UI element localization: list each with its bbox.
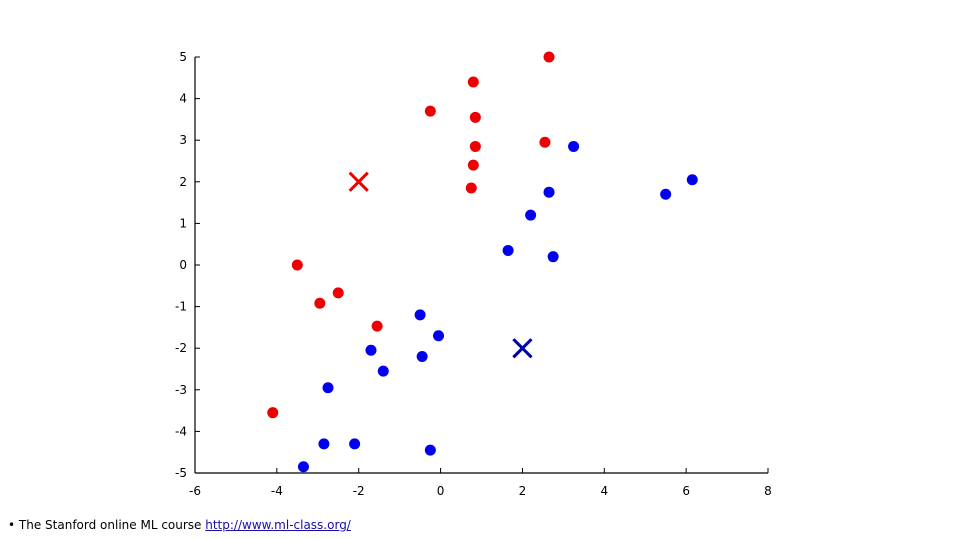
scatter-point — [332, 287, 344, 299]
x-tick-label: -2 — [353, 484, 365, 498]
data-points — [267, 51, 698, 473]
centroid-stroke — [512, 338, 533, 359]
scatter-point — [371, 320, 383, 332]
scatter-point — [414, 309, 426, 321]
x-tick-label: 8 — [764, 484, 772, 498]
y-tick-label: -1 — [175, 300, 187, 314]
footer-text: The Stanford online ML course — [18, 518, 206, 532]
scatter-point — [525, 209, 537, 221]
y-tick-label: 3 — [179, 133, 187, 147]
centroid-stroke — [348, 171, 369, 192]
scatter-point — [365, 344, 377, 356]
scatter-point — [433, 330, 445, 342]
footer-bullet: • — [8, 518, 16, 532]
y-tick-label: 4 — [179, 92, 187, 106]
scatter-point — [660, 188, 672, 200]
footer-link[interactable]: http://www.ml-class.org/ — [205, 518, 351, 532]
y-tick-label: -4 — [175, 424, 187, 438]
y-tick-label: -5 — [175, 466, 187, 480]
x-tick-label: -6 — [189, 484, 201, 498]
scatter-point — [539, 136, 551, 148]
y-tick-label: 2 — [179, 175, 187, 189]
scatter-point — [297, 461, 309, 473]
scatter-point — [469, 111, 481, 123]
scatter-point — [291, 259, 303, 271]
scatter-point — [467, 76, 479, 88]
x-tick-label: -4 — [271, 484, 283, 498]
y-tick-label: -2 — [175, 341, 187, 355]
footer-citation: • The Stanford online ML course http://w… — [8, 518, 351, 532]
x-tick-label: 4 — [600, 484, 608, 498]
axes: -6 -4 -2 0 2 4 6 8 -5 -4 -3 -2 -1 0 1 2 3 4 5 — [175, 50, 772, 498]
scatter-point — [318, 438, 330, 450]
scatter-point — [267, 407, 279, 419]
scatter-point — [686, 174, 698, 186]
scatter-point — [547, 251, 559, 263]
centroids — [348, 171, 533, 359]
scatter-point — [465, 182, 477, 194]
y-tick-label: -3 — [175, 383, 187, 397]
scatter-point — [322, 382, 334, 394]
y-tick-label: 1 — [179, 216, 187, 230]
scatter-point — [469, 140, 481, 152]
scatter-point — [314, 297, 326, 309]
scatter-point — [416, 351, 428, 363]
centroid-marker — [348, 171, 369, 192]
y-tick-label: 5 — [179, 50, 187, 64]
centroid-marker — [512, 338, 533, 359]
scatter-point — [568, 140, 580, 152]
scatter-point — [424, 105, 436, 117]
scatter-point — [502, 244, 514, 256]
scatter-point — [424, 444, 436, 456]
scatter-point — [543, 51, 555, 63]
x-tick-label: 6 — [682, 484, 690, 498]
x-tick-label: 0 — [437, 484, 445, 498]
scatter-point — [349, 438, 361, 450]
y-tick-label: 0 — [179, 258, 187, 272]
scatter-point — [543, 186, 555, 198]
x-tick-label: 2 — [519, 484, 527, 498]
scatter-point — [377, 365, 389, 377]
scatter-point — [467, 159, 479, 171]
